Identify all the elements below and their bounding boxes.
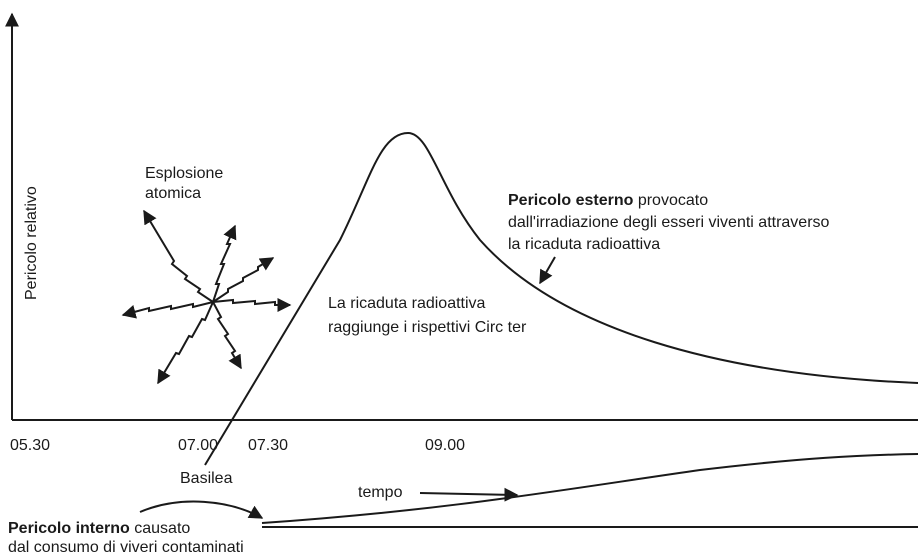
explosion-label: Esplosione (145, 165, 223, 182)
time-label: tempo (358, 484, 403, 501)
explosion-star (123, 211, 290, 383)
internal-rest: causato (130, 520, 191, 537)
internal-arrow (140, 502, 262, 518)
pointer-arrow (540, 257, 555, 283)
x-label: 09.00 (425, 437, 465, 454)
time-arrow (420, 493, 517, 495)
external-label: dall'irradiazione degli esseri viventi a… (508, 214, 830, 231)
internal-bold: Pericolo interno (8, 520, 130, 537)
x-label: 07.30 (248, 437, 288, 454)
basel-label: Basilea (180, 470, 233, 487)
diagram: Pericolo relativo 05.30 07.00 07.30 09.0… (0, 0, 918, 556)
explosion-label: atomica (145, 185, 201, 202)
external-rest: provocato (633, 192, 708, 209)
y-axis-label: Pericolo relativo (23, 186, 40, 300)
external-bold: Pericolo esterno (508, 192, 634, 209)
external-label: Pericolo esterno provocato (508, 192, 708, 209)
fallout-label: raggiunge i rispettivi Circ ter (328, 319, 527, 336)
internal-label: dal consumo di viveri contaminati (8, 539, 244, 556)
fallout-label: La ricaduta radioattiva (328, 295, 486, 312)
x-label: 05.30 (10, 437, 50, 454)
external-danger-curve (205, 133, 918, 465)
page: {"y_axis_label": "Pericolo relativo", "x… (0, 0, 918, 556)
external-label: la ricaduta radioattiva (508, 236, 660, 253)
internal-label: Pericolo interno causato (8, 520, 190, 537)
